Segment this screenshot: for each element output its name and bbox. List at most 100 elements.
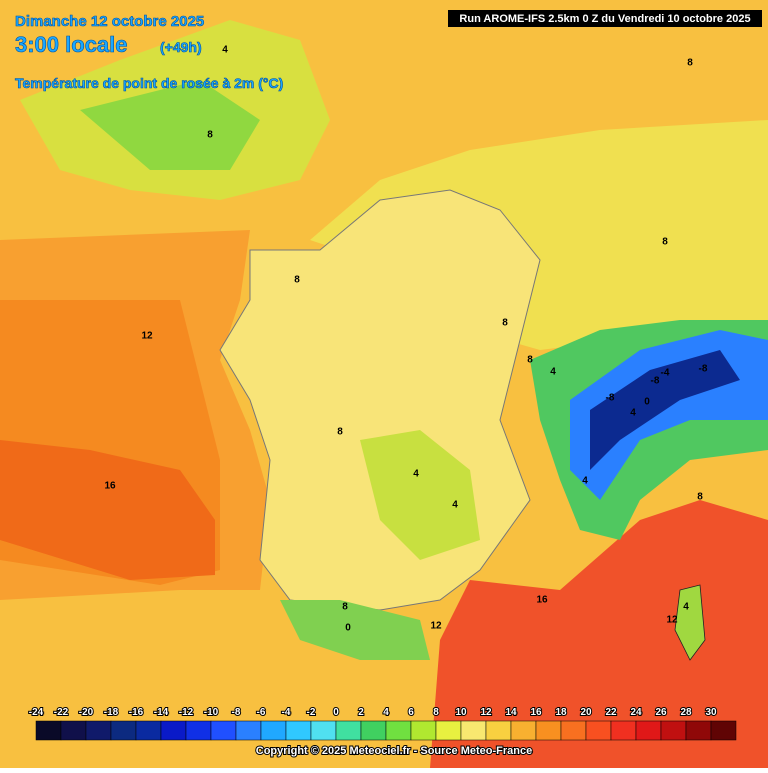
colorbar-box bbox=[35, 720, 62, 741]
contour-label: 4 bbox=[683, 602, 689, 613]
contour-label: 12 bbox=[666, 615, 678, 626]
colorbar-box bbox=[335, 720, 362, 741]
colorbar-box bbox=[285, 720, 312, 741]
massif-central bbox=[360, 430, 480, 560]
colorbar-label: -22 bbox=[54, 707, 69, 718]
contour-label: 8 bbox=[687, 58, 693, 69]
colorbar-label: -4 bbox=[282, 707, 291, 718]
contour-label: 12 bbox=[141, 331, 153, 342]
contour-label: 4 bbox=[582, 476, 588, 487]
colorbar-label: 4 bbox=[383, 707, 389, 718]
colorbar-label: -18 bbox=[104, 707, 119, 718]
colorbar-box bbox=[135, 720, 162, 741]
contour-label: 8 bbox=[662, 237, 668, 248]
colorbar-box bbox=[460, 720, 487, 741]
colorbar-label: 6 bbox=[408, 707, 414, 718]
contour-label: 8 bbox=[502, 318, 508, 329]
contour-label: 8 bbox=[207, 130, 213, 141]
contour-label: -8 bbox=[651, 376, 660, 387]
copyright: Copyright © 2025 Meteociel.fr - Source M… bbox=[256, 745, 532, 757]
contour-label: 4 bbox=[550, 367, 556, 378]
colorbar-box bbox=[60, 720, 87, 741]
colorbar-box bbox=[185, 720, 212, 741]
contour-label: 4 bbox=[452, 500, 458, 511]
contour-label: -8 bbox=[699, 364, 708, 375]
contour-label: 8 bbox=[527, 355, 533, 366]
colorbar-label: 12 bbox=[480, 707, 492, 718]
colorbar-label: -8 bbox=[232, 707, 241, 718]
colorbar-label: 8 bbox=[433, 707, 439, 718]
contour-label: 8 bbox=[294, 275, 300, 286]
contour-label: -8 bbox=[606, 393, 615, 404]
colorbar-box bbox=[435, 720, 462, 741]
colorbar-box bbox=[85, 720, 112, 741]
colorbar-label: -14 bbox=[154, 707, 169, 718]
uk-green bbox=[80, 80, 260, 170]
date: Dimanche 12 octobre 2025 bbox=[15, 13, 204, 30]
colorbar-label: -10 bbox=[204, 707, 219, 718]
contour-label: 8 bbox=[697, 492, 703, 503]
colorbar-label: 24 bbox=[630, 707, 642, 718]
colorbar-box bbox=[610, 720, 637, 741]
contour-label: 12 bbox=[430, 621, 442, 632]
contour-label: 16 bbox=[536, 595, 548, 606]
colorbar-box bbox=[685, 720, 712, 741]
contour-label: 4 bbox=[413, 469, 419, 480]
colorbar-box bbox=[160, 720, 187, 741]
colorbar-label: 28 bbox=[680, 707, 692, 718]
colorbar-box bbox=[485, 720, 512, 741]
colorbar-box bbox=[385, 720, 412, 741]
alps-coldest bbox=[590, 350, 740, 470]
colorbar-box bbox=[410, 720, 437, 741]
run-box bbox=[448, 10, 762, 27]
colorbar-box bbox=[710, 720, 737, 741]
colorbar: -24 -22 -20 -18 -16 -14 -12 -10 -8 -6 -4 -2 0 2 4 6 8 10 1… bbox=[28, 706, 737, 741]
colorbar-label: 14 bbox=[505, 707, 517, 718]
france bbox=[219, 189, 541, 611]
colorbar-label: 10 bbox=[455, 707, 467, 718]
colorbar-label: -24 bbox=[29, 707, 44, 718]
colorbar-label: -12 bbox=[179, 707, 194, 718]
contour-label: 8 bbox=[342, 602, 348, 613]
colorbar-box bbox=[585, 720, 612, 741]
offset: (+49h) bbox=[160, 39, 202, 55]
contour-label: 4 bbox=[222, 45, 228, 56]
colorbar-label: 22 bbox=[605, 707, 617, 718]
contour-label: 8 bbox=[337, 427, 343, 438]
continent-north bbox=[310, 120, 768, 350]
pyrenees bbox=[280, 600, 430, 660]
colorbar-label: 2 bbox=[358, 707, 364, 718]
parameter: Température de point de rosée à 2m (°C) bbox=[15, 75, 283, 91]
contour-label: -4 bbox=[661, 368, 670, 379]
contour-label: 0 bbox=[345, 623, 351, 634]
colorbar-box bbox=[235, 720, 262, 741]
colorbar-box bbox=[560, 720, 587, 741]
colorbar-label: -16 bbox=[129, 707, 144, 718]
colorbar-label: 30 bbox=[705, 707, 717, 718]
colorbar-label: -2 bbox=[307, 707, 316, 718]
contour-label: 4 bbox=[630, 408, 636, 419]
time: 3:00 locale bbox=[15, 32, 128, 57]
colorbar-label: 16 bbox=[530, 707, 542, 718]
colorbar-box bbox=[310, 720, 337, 741]
colorbar-box bbox=[110, 720, 137, 741]
colorbar-box bbox=[660, 720, 687, 741]
colorbar-label: 20 bbox=[580, 707, 592, 718]
run-info: Run AROME-IFS 2.5km 0 Z du Vendredi 10 o… bbox=[459, 13, 750, 25]
colorbar-label: -6 bbox=[257, 707, 266, 718]
biscay bbox=[0, 440, 215, 580]
contour-label: 0 bbox=[644, 397, 650, 408]
mediterranean bbox=[430, 500, 768, 768]
corsica bbox=[674, 584, 706, 661]
contour-label: 16 bbox=[104, 481, 116, 492]
colorbar-label: 18 bbox=[555, 707, 567, 718]
colorbar-label: 0 bbox=[333, 707, 339, 718]
colorbar-box bbox=[360, 720, 387, 741]
colorbar-label: 26 bbox=[655, 707, 667, 718]
colorbar-box bbox=[635, 720, 662, 741]
colorbar-box bbox=[210, 720, 237, 741]
colorbar-box bbox=[510, 720, 537, 741]
colorbar-box bbox=[535, 720, 562, 741]
